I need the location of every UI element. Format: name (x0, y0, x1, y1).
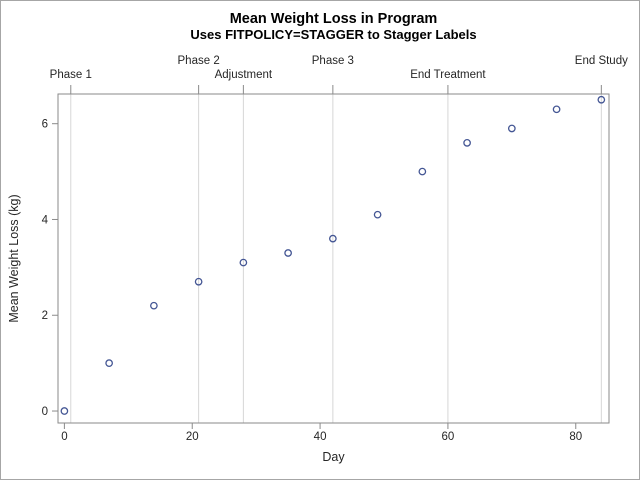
x2-axis-label: Phase 2 (178, 55, 220, 67)
y-axis-tick-label: 0 (42, 406, 48, 418)
data-point (507, 124, 516, 133)
data-point (105, 359, 113, 367)
data-point (284, 249, 292, 257)
x2-axis-label: End Study (575, 55, 628, 67)
data-point (373, 210, 382, 219)
x-axis-title: Day (322, 450, 345, 464)
x-axis-tick-label: 20 (186, 431, 199, 443)
data-point (552, 105, 561, 114)
data-point (418, 167, 427, 176)
y-axis-title: Mean Weight Loss (kg) (7, 194, 21, 322)
chart-subtitle: Uses FITPOLICY=STAGGER to Stagger Labels (190, 27, 477, 42)
data-point (597, 95, 606, 104)
x2-axis-label: Adjustment (215, 69, 273, 81)
x-axis-tick-label: 60 (442, 431, 455, 443)
chart-title: Mean Weight Loss in Program (229, 11, 438, 27)
x-axis-tick-label: 80 (569, 431, 582, 443)
data-point (463, 138, 471, 147)
data-point (239, 258, 248, 267)
y-axis-tick-label: 6 (42, 119, 48, 131)
x2-axis-label: End Treatment (410, 69, 486, 81)
x2-axis-label: Phase 1 (50, 69, 92, 81)
x-axis-tick-label: 40 (314, 431, 327, 443)
data-point (329, 234, 337, 243)
x2-axis-label: Phase 3 (312, 55, 354, 67)
data-point (60, 407, 69, 415)
data-point (150, 301, 158, 310)
y-axis-tick-label: 2 (42, 310, 48, 322)
x-axis-tick-label: 0 (61, 431, 67, 443)
y-axis-tick-label: 4 (42, 214, 49, 226)
data-point (194, 277, 203, 286)
plot-frame (57, 93, 610, 424)
